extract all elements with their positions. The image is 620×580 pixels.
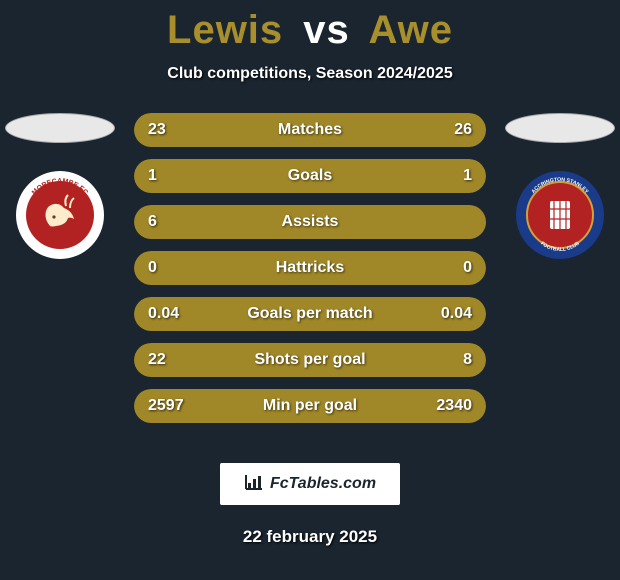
comparison-main: MORECAMBE FC ACCRINGTON STANLEY xyxy=(0,113,620,443)
player-left-club-crest: MORECAMBE FC xyxy=(16,171,104,259)
stat-row: Min per goal2597 2340 xyxy=(134,389,486,423)
player-left-photo-placeholder xyxy=(5,113,115,143)
comparison-date: 22 february 2025 xyxy=(0,527,620,547)
player-right-name: Awe xyxy=(368,8,453,52)
stat-value-right: 1 xyxy=(463,159,472,193)
player-left-name: Lewis xyxy=(167,8,283,52)
stat-value-right: 2340 xyxy=(436,389,472,423)
fctables-brand-badge: FcTables.com xyxy=(220,463,400,505)
stat-value-left: 0 xyxy=(148,251,157,285)
stats-container: Matches23 26 Goals1 1 Assists6 Hattricks0 0 Goa… xyxy=(134,113,486,435)
fctables-brand-text: FcTables.com xyxy=(270,475,376,493)
stat-row: Matches23 26 xyxy=(134,113,486,147)
player-right-column: ACCRINGTON STANLEY FOOTBALL CLUB xyxy=(500,113,620,259)
stat-label: Hattricks xyxy=(134,251,486,285)
player-right-photo-placeholder xyxy=(505,113,615,143)
stat-label: Goals per match xyxy=(134,297,486,331)
stat-label: Goals xyxy=(134,159,486,193)
stat-value-left: 0.04 xyxy=(148,297,179,331)
stat-row: Shots per goal22 8 xyxy=(134,343,486,377)
subtitle: Club competitions, Season 2024/2025 xyxy=(0,65,620,83)
stat-row: Goals per match0.04 0.04 xyxy=(134,297,486,331)
stat-value-left: 1 xyxy=(148,159,157,193)
vs-label: vs xyxy=(303,8,350,52)
stat-value-left: 2597 xyxy=(148,389,184,423)
stat-value-left: 22 xyxy=(148,343,166,377)
stat-label: Min per goal xyxy=(134,389,486,423)
stat-label: Shots per goal xyxy=(134,343,486,377)
stat-label: Matches xyxy=(134,113,486,147)
chart-icon xyxy=(244,473,264,496)
stat-value-right: 0 xyxy=(463,251,472,285)
comparison-title: Lewis vs Awe xyxy=(0,0,620,53)
stat-value-right: 8 xyxy=(463,343,472,377)
stat-label: Assists xyxy=(134,205,486,239)
stat-value-right: 26 xyxy=(454,113,472,147)
stat-row: Assists6 xyxy=(134,205,486,239)
stat-value-left: 6 xyxy=(148,205,157,239)
stat-value-left: 23 xyxy=(148,113,166,147)
player-left-column: MORECAMBE FC xyxy=(0,113,120,259)
stat-value-right: 0.04 xyxy=(441,297,472,331)
stat-row: Goals1 1 xyxy=(134,159,486,193)
player-right-club-crest: ACCRINGTON STANLEY FOOTBALL CLUB xyxy=(516,171,604,259)
stat-row: Hattricks0 0 xyxy=(134,251,486,285)
